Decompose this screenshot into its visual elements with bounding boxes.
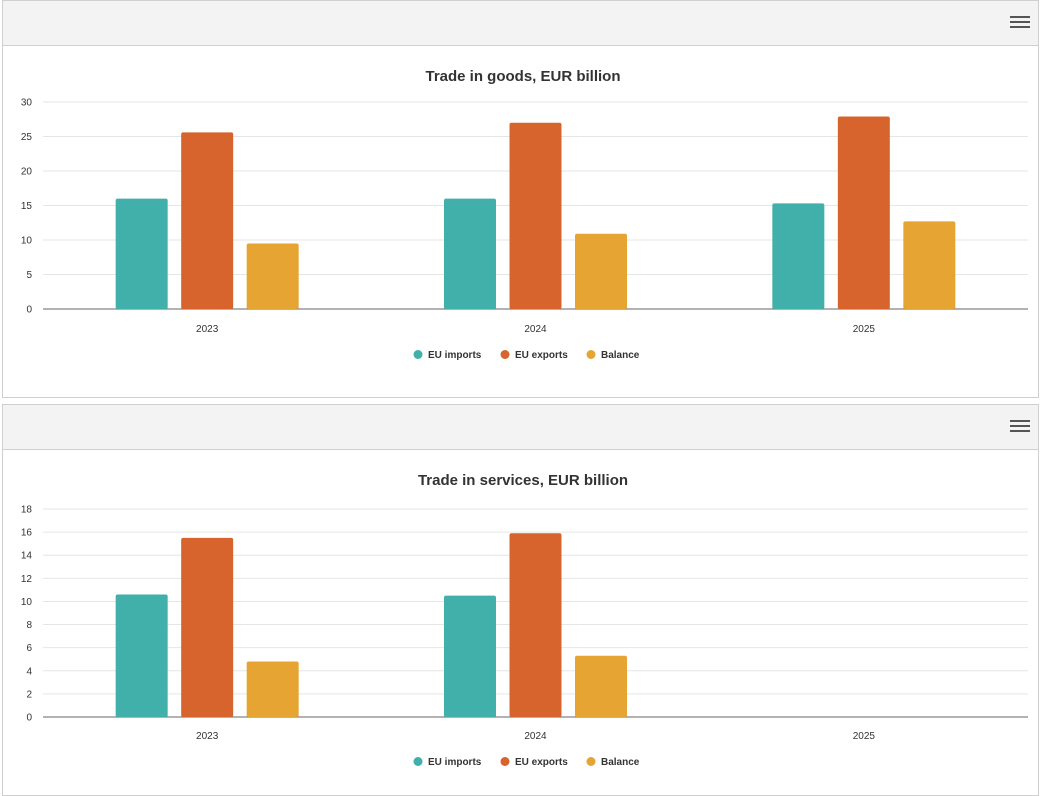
chart-toolbar [3, 1, 1038, 46]
bar-balance[interactable] [903, 221, 956, 309]
y-tick-label: 6 [26, 643, 32, 654]
legend-label: EU imports [428, 757, 482, 768]
bar-eu-imports[interactable] [444, 198, 496, 309]
legend-marker-icon [500, 757, 510, 766]
y-tick-label: 12 [21, 574, 33, 585]
legend-label: EU imports [428, 350, 482, 361]
chart-panel-goods: Trade in goods, EUR billion 0 5 10 15 20 25 30 2… [2, 0, 1039, 398]
legend-label: Balance [601, 757, 640, 768]
y-tick-label: 0 [26, 305, 32, 316]
chart-title: Trade in goods, EUR billion [425, 68, 620, 85]
legend-item[interactable]: EU exports [500, 350, 569, 361]
legend-label: EU exports [515, 757, 568, 768]
bar-eu-imports[interactable] [444, 595, 496, 717]
y-tick-label: 2 [26, 689, 32, 700]
bar-eu-exports[interactable] [181, 537, 234, 717]
goods-bar-chart: Trade in goods, EUR billion0510152025302… [21, 68, 1028, 361]
y-tick-label: 20 [21, 167, 33, 178]
y-tick-label: 14 [21, 551, 33, 562]
legend-item[interactable]: Balance [586, 757, 640, 768]
x-tick-label: 2025 [853, 731, 876, 742]
y-tick-label: 5 [26, 270, 32, 281]
chart-toolbar [3, 405, 1038, 450]
bar-eu-exports[interactable] [837, 116, 890, 310]
bar-eu-exports[interactable] [509, 533, 562, 717]
bar-balance[interactable] [246, 243, 299, 309]
legend-item[interactable]: EU exports [500, 757, 569, 768]
y-tick-label: 15 [21, 201, 33, 212]
bar-balance[interactable] [575, 233, 627, 309]
y-tick-label: 16 [21, 528, 33, 539]
bar-eu-imports[interactable] [772, 203, 825, 309]
y-tick-label: 8 [26, 620, 32, 631]
y-tick-label: 10 [21, 236, 33, 247]
x-tick-label: 2023 [196, 324, 219, 335]
bar-eu-exports[interactable] [509, 122, 562, 309]
services-bar-chart: Trade in services, EUR billion 0 2 4 6 8 10 12 1… [21, 472, 1028, 768]
hamburger-menu-icon[interactable] [1010, 13, 1030, 31]
legend-marker-icon [586, 757, 596, 766]
x-tick-label: 2024 [524, 324, 547, 335]
bar-eu-imports[interactable] [115, 594, 168, 717]
bar-balance[interactable] [575, 655, 627, 717]
hamburger-menu-icon[interactable] [1010, 417, 1030, 435]
legend-label: Balance [601, 350, 640, 361]
y-tick-label: 25 [21, 132, 33, 143]
bar-eu-exports[interactable] [181, 132, 234, 309]
x-tick-label: 2023 [196, 731, 219, 742]
y-tick-label: 30 [21, 98, 33, 109]
legend-marker-icon [413, 350, 423, 359]
legend-marker-icon [413, 757, 423, 766]
bar-eu-imports[interactable] [115, 198, 168, 309]
x-tick-label: 2024 [524, 731, 547, 742]
legend-item[interactable]: EU imports [413, 350, 482, 361]
y-tick-label: 10 [21, 597, 33, 608]
chart-title: Trade in services, EUR billion [418, 472, 628, 489]
legend-label: EU exports [515, 350, 568, 361]
legend-marker-icon [500, 350, 510, 359]
chart-panel-services: Trade in services, EUR billion 0 2 4 6 8 10 12 1… [2, 404, 1039, 796]
legend-item[interactable]: EU imports [413, 757, 482, 768]
y-tick-label: 0 [26, 713, 32, 724]
bar-balance[interactable] [246, 661, 299, 717]
y-tick-label: 4 [26, 666, 32, 677]
legend-item[interactable]: Balance [586, 350, 640, 361]
y-tick-label: 18 [21, 505, 33, 516]
legend-marker-icon [586, 350, 596, 359]
x-tick-label: 2025 [853, 324, 876, 335]
